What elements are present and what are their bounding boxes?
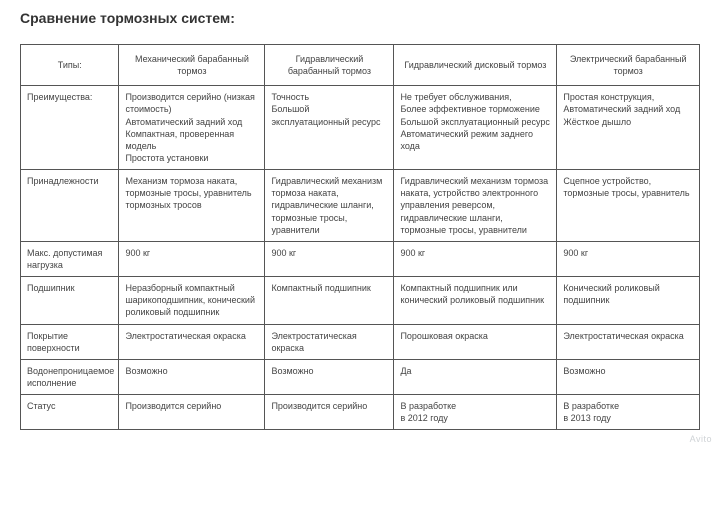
row-label: Водонепроницаемое исполнение xyxy=(21,359,119,394)
table-cell: Да xyxy=(394,359,557,394)
row-label: Принадлежности xyxy=(21,170,119,242)
table-cell: Электростатическая окраска xyxy=(119,324,265,359)
table-cell: В разработкев 2013 году xyxy=(557,395,700,430)
table-cell: Гидравлический механизм тормоза наката, … xyxy=(265,170,394,242)
table-cell: Сцепное устройство, тормозные тросы, ура… xyxy=(557,170,700,242)
table-cell: Электростатическая окраска xyxy=(557,324,700,359)
row-label: Подшипник xyxy=(21,277,119,324)
row-label: Макс. допустимая нагрузка xyxy=(21,241,119,276)
col-header-hydisc: Гидравлический дисковый тормоз xyxy=(394,45,557,86)
col-header-elec: Электрический барабанный тормоз xyxy=(557,45,700,86)
table-cell: 900 кг xyxy=(265,241,394,276)
table-cell: В разработкев 2012 году xyxy=(394,395,557,430)
table-cell: Конический роликовый подшипник xyxy=(557,277,700,324)
watermark: Avito xyxy=(690,434,712,444)
comparison-table: Типы: Механический барабанный тормоз Гид… xyxy=(20,44,700,430)
col-header-mech: Механический барабанный тормоз xyxy=(119,45,265,86)
page: Сравнение тормозных систем: Типы: Механи… xyxy=(0,0,720,450)
table-cell: Возможно xyxy=(265,359,394,394)
table-cell: ТочностьБольшой эксплуатационный ресурс xyxy=(265,86,394,170)
row-label: Покрытие поверхности xyxy=(21,324,119,359)
table-row: Подшипник Неразборный компактный шарикоп… xyxy=(21,277,700,324)
row-label: Статус xyxy=(21,395,119,430)
table-cell: Компактный подшипник или конический роли… xyxy=(394,277,557,324)
table-cell: Неразборный компактный шарикоподшипник, … xyxy=(119,277,265,324)
table-cell: Компактный подшипник xyxy=(265,277,394,324)
table-cell: Возможно xyxy=(119,359,265,394)
table-row: Принадлежности Механизм тормоза наката, … xyxy=(21,170,700,242)
table-cell: Электростатическая окраска xyxy=(265,324,394,359)
table-cell: Не требует обслуживания,Более эффективно… xyxy=(394,86,557,170)
col-header-types: Типы: xyxy=(21,45,119,86)
table-row: Преимущества: Производится серийно (низк… xyxy=(21,86,700,170)
row-label: Преимущества: xyxy=(21,86,119,170)
table-row: Статус Производится серийно Производится… xyxy=(21,395,700,430)
table-cell: Механизм тормоза наката, тормозные тросы… xyxy=(119,170,265,242)
table-row: Водонепроницаемое исполнение Возможно Во… xyxy=(21,359,700,394)
table-cell: Возможно xyxy=(557,359,700,394)
col-header-hydrum: Гидравлический барабанный тормоз xyxy=(265,45,394,86)
table-cell: Простая конструкция,Автоматический задни… xyxy=(557,86,700,170)
page-title: Сравнение тормозных систем: xyxy=(20,10,700,26)
table-cell: 900 кг xyxy=(119,241,265,276)
table-cell: Порошковая окраска xyxy=(394,324,557,359)
table-cell: Производится серийно xyxy=(265,395,394,430)
table-cell: Гидравлический механизм тормоза наката, … xyxy=(394,170,557,242)
table-header-row: Типы: Механический барабанный тормоз Гид… xyxy=(21,45,700,86)
table-cell: 900 кг xyxy=(557,241,700,276)
table-cell: Производится серийно (низкая стоимость)А… xyxy=(119,86,265,170)
table-row: Макс. допустимая нагрузка 900 кг 900 кг … xyxy=(21,241,700,276)
table-cell: Производится серийно xyxy=(119,395,265,430)
table-cell: 900 кг xyxy=(394,241,557,276)
table-row: Покрытие поверхности Электростатическая … xyxy=(21,324,700,359)
